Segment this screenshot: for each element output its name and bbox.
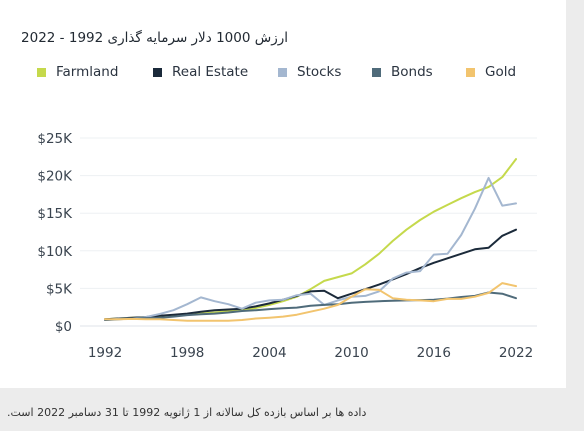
series-line-gold bbox=[104, 282, 517, 322]
y-tick-label: $15K bbox=[37, 206, 73, 222]
x-tick-label: 2022 bbox=[499, 345, 533, 361]
legend-swatch bbox=[466, 67, 475, 77]
legend-item-gold: Gold bbox=[466, 64, 516, 80]
chart-title: ارزش 1000 دلار سرمایه گذاری 1992 - 2022 bbox=[21, 30, 288, 46]
legend-label: Real Estate bbox=[172, 64, 249, 80]
y-tick-label: $20K bbox=[37, 169, 73, 185]
x-tick-label: 2010 bbox=[334, 345, 368, 361]
y-tick-label: $10K bbox=[37, 244, 73, 260]
legend-swatch bbox=[372, 67, 381, 77]
legend-label: Gold bbox=[485, 64, 517, 80]
chart-legend: Farmland Real Estate Stocks Bonds Gold bbox=[0, 64, 566, 86]
y-tick-label: $25K bbox=[37, 131, 73, 147]
y-tick-label: $0 bbox=[55, 319, 72, 335]
legend-label: Bonds bbox=[391, 64, 433, 80]
legend-swatch bbox=[153, 67, 162, 77]
legend-item-farmland: Farmland bbox=[37, 64, 118, 80]
legend-item-bonds: Bonds bbox=[372, 64, 433, 80]
legend-swatch bbox=[278, 67, 287, 77]
line-chart: $0 $5K $10K $15K $20K $25K 1992 1998 2004 2010 201… bbox=[37, 131, 537, 361]
legend-label: Stocks bbox=[297, 64, 342, 80]
x-tick-label: 2016 bbox=[417, 345, 451, 361]
series-line-farmland bbox=[104, 158, 517, 321]
footnote: داده ها بر اساس بازده کل سالانه از 1 ژان… bbox=[7, 406, 367, 419]
x-tick-label: 1992 bbox=[88, 345, 122, 361]
legend-swatch bbox=[37, 67, 46, 77]
chart-card: ارزش 1000 دلار سرمایه گذاری 1992 - 2022 … bbox=[0, 0, 566, 388]
legend-label: Farmland bbox=[56, 64, 119, 80]
x-tick-label: 1998 bbox=[170, 345, 204, 361]
y-tick-label: $5K bbox=[46, 281, 73, 297]
legend-item-stocks: Stocks bbox=[278, 64, 341, 80]
series-line-stocks bbox=[104, 176, 517, 321]
x-tick-label: 2004 bbox=[252, 345, 286, 361]
legend-item-real-estate: Real Estate bbox=[153, 64, 248, 80]
series-line-real-estate bbox=[104, 228, 517, 321]
